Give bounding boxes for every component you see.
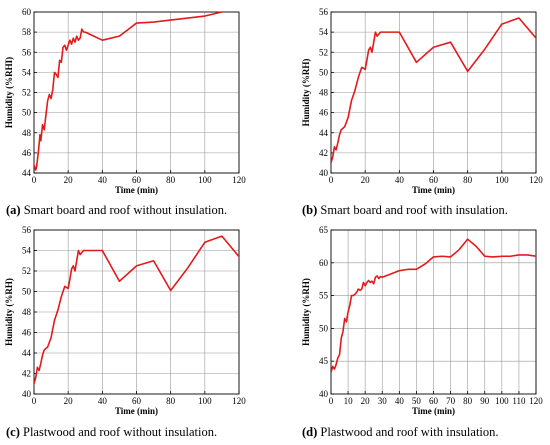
x-tick-label: 100: [495, 175, 509, 185]
y-tick-label: 46: [22, 148, 32, 158]
x-axis-title: Time (min): [115, 185, 158, 195]
x-tick-label: 120: [232, 175, 246, 185]
y-tick-label: 56: [22, 225, 32, 235]
x-tick-label: 90: [480, 396, 490, 406]
x-tick-label: 100: [495, 396, 509, 406]
x-tick-label: 80: [166, 396, 176, 406]
panel-caption-text: Smart board and roof with insulation.: [317, 203, 508, 217]
chart-panel-4: 0 10 20 30 40 50 60 70 80 90 100 110 120 40 45 50 55 60 65…: [301, 225, 543, 439]
y-tick-label: 52: [319, 47, 328, 57]
x-tick-label: 20: [64, 396, 74, 406]
x-tick-label: 40: [98, 175, 108, 185]
y-tick-label: 65: [319, 225, 329, 235]
chart-panel-3: 0 20 40 60 80 100 120 40 42 44 46 48 50 52 54 56 Time (m…: [4, 225, 246, 439]
x-tick-label: 20: [361, 175, 371, 185]
humidity-series-line: [331, 17, 536, 164]
x-axis-title: Time (min): [115, 406, 158, 416]
y-tick-label: 44: [22, 348, 32, 358]
y-tick-label: 40: [319, 389, 329, 399]
y-tick-label: 56: [319, 7, 329, 17]
y-tick-label: 50: [22, 108, 32, 118]
x-tick-label: 80: [463, 396, 473, 406]
x-tick-label: 110: [512, 396, 526, 406]
x-tick-label: 100: [198, 396, 212, 406]
y-tick-label: 48: [319, 88, 329, 98]
panel-caption: (d) Plastwood and roof with insulation.: [302, 425, 499, 439]
y-tick-label: 60: [319, 258, 329, 268]
x-tick-label: 60: [429, 396, 439, 406]
y-tick-label: 56: [22, 47, 32, 57]
x-tick-label: 10: [344, 396, 354, 406]
y-axis-title: Humidity (%RH): [301, 278, 311, 346]
x-tick-label: 50: [412, 396, 422, 406]
panel-label: (b): [302, 203, 317, 217]
y-tick-label: 54: [22, 246, 32, 256]
x-axis-title: Time (min): [412, 406, 455, 416]
y-tick-label: 50: [319, 323, 329, 333]
chart-panel-2: 0 20 40 60 80 100 120 40 42 44 46 48 50 52 54 56 Time (m…: [301, 7, 543, 217]
x-tick-label: 80: [166, 175, 176, 185]
x-tick-label: 100: [198, 175, 212, 185]
x-tick-label: 120: [529, 396, 543, 406]
y-tick-label: 48: [22, 307, 32, 317]
panel-caption-text: Smart board and roof without insulation.: [21, 203, 228, 217]
panel-caption: (b) Smart board and roof with insulation…: [302, 203, 508, 217]
y-axis-title: Humidity (%RH): [301, 59, 311, 127]
y-tick-label: 48: [22, 128, 32, 138]
humidity-series-line: [34, 11, 223, 171]
panel-label: (d): [302, 425, 317, 439]
x-tick-label: 0: [329, 175, 334, 185]
x-tick-label: 60: [132, 175, 142, 185]
x-tick-label: 80: [463, 175, 473, 185]
y-tick-label: 55: [319, 291, 329, 301]
x-tick-label: 0: [32, 175, 37, 185]
panel-label: (c): [6, 425, 20, 439]
x-tick-label: 40: [395, 396, 405, 406]
y-tick-label: 50: [22, 287, 32, 297]
y-tick-label: 46: [22, 328, 32, 338]
y-tick-label: 52: [22, 88, 31, 98]
y-tick-label: 58: [22, 27, 32, 37]
y-tick-label: 44: [319, 128, 329, 138]
y-tick-label: 44: [22, 168, 32, 178]
y-tick-label: 50: [319, 67, 329, 77]
x-tick-label: 20: [361, 396, 371, 406]
panel-label: (a): [6, 203, 21, 217]
y-tick-label: 54: [319, 27, 329, 37]
y-tick-label: 45: [319, 356, 329, 366]
x-tick-label: 0: [329, 396, 334, 406]
x-tick-label: 40: [395, 175, 405, 185]
y-tick-label: 46: [319, 108, 329, 118]
y-tick-label: 40: [22, 389, 32, 399]
x-tick-label: 0: [32, 396, 37, 406]
y-tick-label: 54: [22, 67, 32, 77]
x-tick-label: 60: [429, 175, 439, 185]
humidity-series-line: [34, 235, 239, 385]
y-tick-label: 40: [319, 168, 329, 178]
x-tick-label: 60: [132, 396, 142, 406]
panel-caption: (c) Plastwood and roof without insulatio…: [6, 425, 217, 439]
panel-caption: (a) Smart board and roof without insulat…: [6, 203, 227, 217]
y-axis-title: Humidity (%RH): [4, 278, 14, 346]
humidity-series-line: [331, 238, 536, 374]
y-tick-label: 52: [22, 266, 31, 276]
x-tick-label: 70: [446, 396, 456, 406]
y-tick-label: 60: [22, 7, 32, 17]
x-tick-label: 120: [232, 396, 246, 406]
x-tick-label: 40: [98, 396, 108, 406]
y-tick-label: 42: [319, 148, 328, 158]
x-axis-title: Time (min): [412, 185, 455, 195]
panel-caption-text: Plastwood and roof with insulation.: [317, 425, 498, 439]
panel-caption-text: Plastwood and roof without insulation.: [20, 425, 217, 439]
x-tick-label: 120: [529, 175, 543, 185]
y-tick-label: 42: [22, 369, 31, 379]
x-tick-label: 20: [64, 175, 74, 185]
x-tick-label: 30: [378, 396, 388, 406]
y-axis-title: Humidity (%RHI): [4, 57, 14, 128]
